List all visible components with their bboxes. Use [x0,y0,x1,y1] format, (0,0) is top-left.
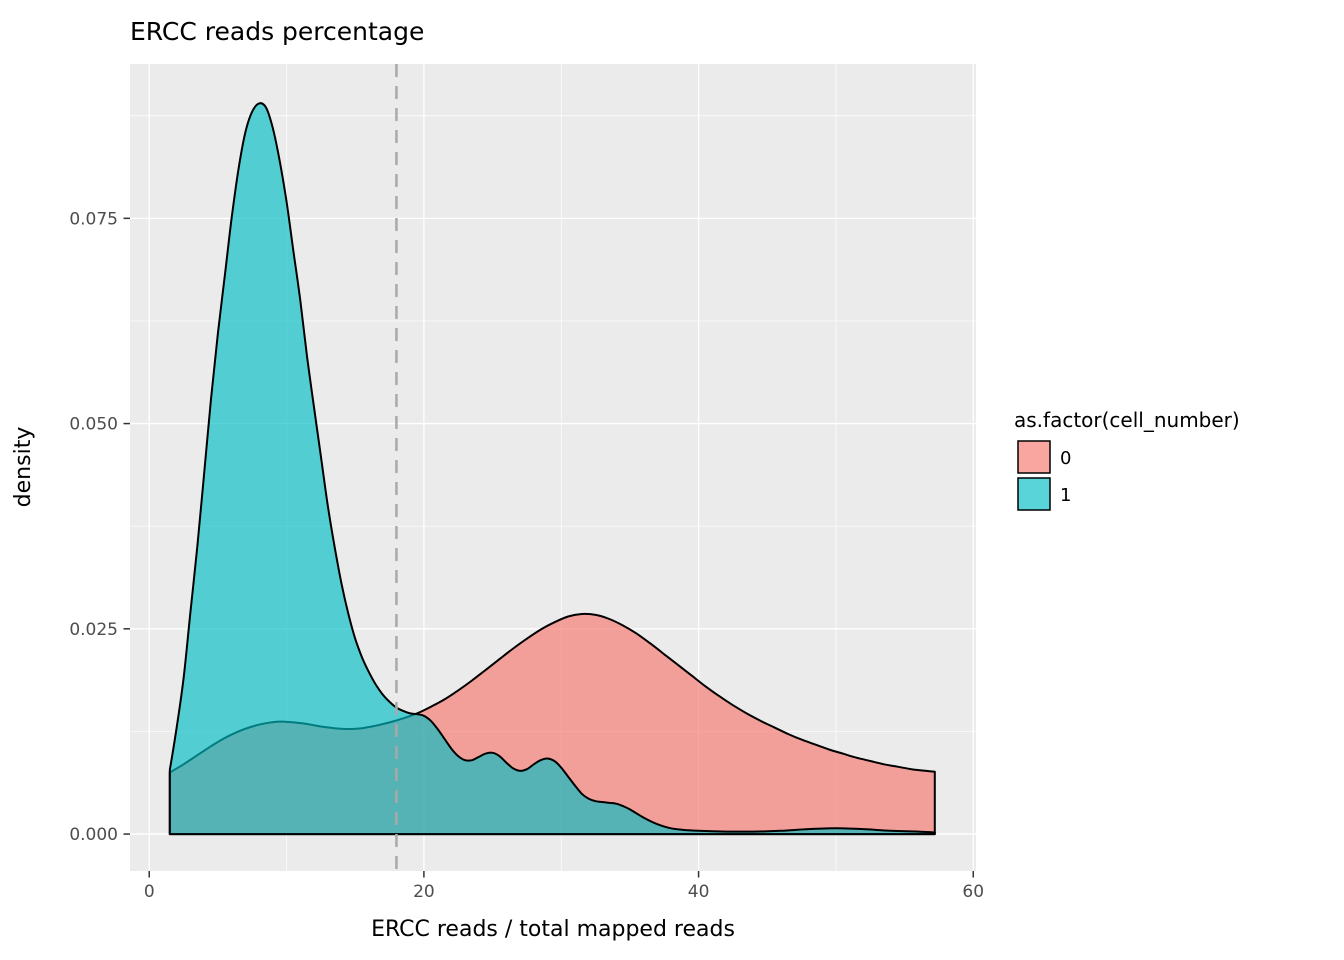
plot-panel [130,64,976,871]
legend-key-label-1: 1 [1060,485,1071,506]
chart-title: ERCC reads percentage [130,17,424,46]
legend-key-swatch-1 [1017,477,1051,511]
axes: 0 20 40 60 0.000 0.025 0.050 0.075 [69,209,984,902]
x-tick-label: 0 [144,882,155,902]
legend: as.factor(cell_number) 01 [1014,408,1240,511]
legend-key-swatch-0 [1017,440,1051,474]
x-axis-title: ERCC reads / total mapped reads [371,917,735,942]
legend-title: as.factor(cell_number) [1014,408,1240,432]
x-tick-label: 60 [962,882,984,902]
y-tick-label: 0.075 [69,209,118,229]
y-tick-label: 0.050 [69,415,118,435]
legend-keys: 01 [1017,440,1071,511]
density-curve-1 [168,102,936,836]
y-tick-label: 0.000 [69,825,118,845]
y-axis-title: density [11,427,36,508]
x-tick-label: 20 [413,882,435,902]
x-tick-label: 40 [688,882,710,902]
y-tick-label: 0.025 [69,620,118,640]
legend-key-label-0: 0 [1060,448,1071,469]
